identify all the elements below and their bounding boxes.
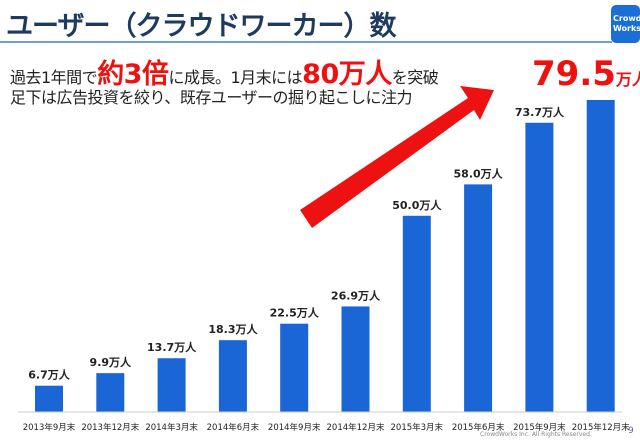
bar-value-label: 73.7万人	[515, 105, 565, 119]
crowdworks-logo: Crowd Works	[611, 5, 640, 43]
bar	[341, 306, 370, 412]
callout-number: 79.5	[532, 54, 616, 94]
x-tick-label: 2014年9月末	[268, 422, 321, 433]
bar-value-label: 58.0万人	[454, 166, 504, 180]
page-title: ユーザー（クラウドワーカー）数	[6, 11, 396, 42]
headline-text: を突破	[391, 68, 439, 87]
headline-text: 過去1年間で	[10, 68, 98, 87]
headline-highlight: 約3倍	[97, 59, 169, 90]
bar	[586, 100, 615, 412]
bar	[525, 122, 554, 412]
x-tick-label: 2015年12月末	[572, 422, 630, 433]
bar	[218, 340, 247, 412]
x-tick-label: 2014年12月末	[327, 422, 385, 433]
bar	[157, 358, 186, 412]
x-tick-label: 2014年3月末	[145, 422, 198, 433]
page-number: 9	[628, 426, 634, 436]
bar	[280, 323, 309, 412]
bar-value-label: 22.5万人	[270, 306, 320, 320]
title-divider	[0, 41, 612, 43]
callout-unit: 万人	[615, 70, 640, 89]
x-tick-label: 2014年6月末	[207, 422, 260, 433]
bar	[464, 184, 493, 412]
x-tick-label: 2015年9月末	[513, 422, 566, 433]
bar-value-label: 13.7万人	[147, 340, 197, 354]
x-tick-label: 2015年6月末	[452, 422, 505, 433]
bar	[96, 373, 125, 412]
bar	[35, 385, 63, 412]
bar-value-label: 50.0万人	[392, 198, 442, 212]
growth-arrow	[300, 86, 494, 228]
bar	[402, 215, 431, 412]
copyright: CrowdWorks Inc. All Rights Reserved.	[480, 431, 592, 438]
bar-value-label: 26.9万人	[331, 288, 381, 302]
headline-highlight: 80万人	[302, 59, 392, 90]
bar-value-label: 9.9万人	[90, 355, 132, 369]
bar-value-label: 18.3万人	[208, 322, 258, 336]
x-tick-label: 2013年12月末	[81, 422, 139, 433]
x-tick-label: 2015年3月末	[391, 422, 444, 433]
headline-text: に成長。1月末には	[168, 68, 303, 87]
bar-value-label: 6.7万人	[28, 368, 70, 382]
callout-value: 79.5万人	[532, 54, 640, 94]
subline: 足下は広告投資を絞り、既存ユーザーの掘り起こしに注力	[10, 88, 413, 107]
x-tick-label: 2013年9月末	[23, 422, 76, 433]
headline: 過去1年間で約3倍に成長。1月末には80万人を突破	[10, 52, 439, 91]
